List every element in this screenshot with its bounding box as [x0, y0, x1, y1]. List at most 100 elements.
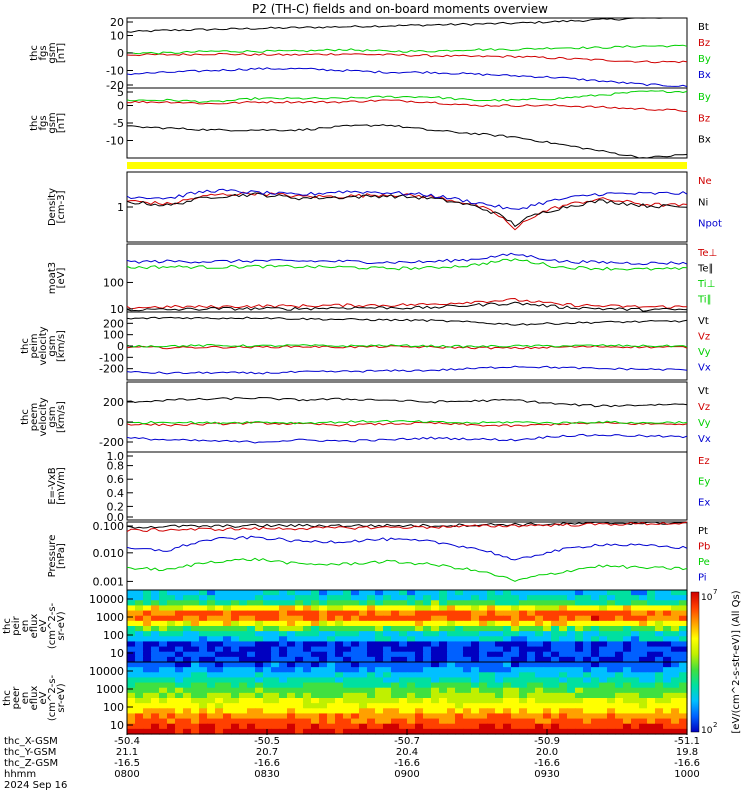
heatmap-cell [311, 713, 320, 720]
heatmap-cell [175, 636, 184, 643]
heatmap-cell [279, 692, 288, 699]
heatmap-cell [607, 677, 616, 684]
heatmap-cell [311, 687, 320, 694]
heatmap-cell [183, 590, 192, 596]
heatmap-cell [279, 631, 288, 637]
heatmap-cell [255, 590, 264, 596]
heatmap-cell [439, 662, 448, 668]
heatmap-cell [311, 656, 320, 663]
heatmap-cell [423, 728, 432, 735]
heatmap-cell [647, 713, 656, 720]
heatmap-cell [375, 631, 384, 637]
heatmap-cell [607, 631, 616, 637]
heatmap-cell [487, 692, 496, 699]
heatmap-cell [463, 682, 472, 689]
heatmap-cell [631, 595, 640, 601]
heatmap-cell [383, 656, 392, 663]
heatmap-cell [191, 646, 200, 653]
heatmap-cell [287, 641, 296, 648]
heatmap-cell [391, 667, 400, 673]
heatmap-cell [663, 687, 672, 694]
heatmap-cell [295, 708, 304, 715]
heatmap-cell [639, 646, 648, 653]
heatmap-cell [559, 713, 568, 720]
heatmap-cell [543, 615, 552, 622]
heatmap-cell [615, 698, 624, 704]
heatmap-cell [383, 595, 392, 601]
heatmap-cell [663, 708, 672, 715]
heatmap-cell [223, 656, 232, 663]
series-line-Bt [126, 17, 687, 33]
heatmap-cell [495, 687, 504, 694]
heatmap-cell [631, 677, 640, 684]
heatmap-cell [391, 672, 400, 679]
heatmap-cell [255, 723, 264, 730]
series-line-Vy [126, 419, 688, 425]
heatmap-cell [599, 646, 608, 653]
heatmap-cell [359, 672, 368, 679]
heatmap-cell [255, 662, 264, 668]
heatmap-cell [431, 636, 440, 643]
heatmap-cell [663, 667, 672, 673]
heatmap-cell [551, 605, 560, 612]
heatmap-cell [583, 590, 592, 596]
heatmap-cell [391, 662, 400, 668]
heatmap-cell [215, 728, 224, 735]
heatmap-cell [319, 590, 328, 596]
y-tick-label: -5 [113, 117, 124, 130]
heatmap-cell [519, 703, 528, 709]
heatmap-cell [543, 656, 552, 663]
heatmap-cell [127, 626, 136, 632]
heatmap-cell [487, 626, 496, 632]
heatmap-cell [167, 667, 176, 673]
heatmap-cell [471, 631, 480, 637]
heatmap-cell [575, 692, 584, 699]
heatmap-cell [511, 728, 520, 735]
heatmap-cell [159, 595, 168, 601]
heatmap-cell [175, 620, 184, 627]
heatmap-cell [351, 703, 360, 709]
heatmap-cell [199, 677, 208, 684]
heatmap-cell [327, 641, 336, 648]
heatmap-cell [663, 713, 672, 720]
heatmap-cell [239, 600, 248, 607]
heatmap-cell [207, 641, 216, 648]
heatmap-cell [575, 595, 584, 601]
heatmap-cell [447, 641, 456, 648]
heatmap-cell [135, 718, 144, 725]
heatmap-cell [607, 651, 616, 658]
heatmap-cell [223, 636, 232, 643]
y-tick-label: 10 [110, 30, 124, 43]
heatmap-cell [583, 636, 592, 643]
heatmap-cell [639, 713, 648, 720]
heatmap-cell [223, 667, 232, 673]
heatmap-cell [207, 703, 216, 709]
heatmap-cell [255, 667, 264, 673]
heatmap-cell [607, 590, 616, 596]
heatmap-cell [319, 708, 328, 715]
heatmap-cell [231, 662, 240, 668]
y-axis-label-line: thc [2, 690, 13, 706]
heatmap-cell [391, 590, 400, 596]
heatmap-cell [655, 723, 664, 730]
y-axis-label-line: [km/s] [56, 330, 67, 362]
heatmap-cell [127, 641, 136, 648]
heatmap-cell [255, 682, 264, 689]
heatmap-cell [359, 620, 368, 627]
heatmap-cell [623, 636, 632, 643]
heatmap-cell [535, 631, 544, 637]
y-axis-label-line: sr-eV) [56, 611, 67, 640]
heatmap-cell [231, 656, 240, 663]
heatmap-cell [615, 600, 624, 607]
heatmap-cell [623, 718, 632, 725]
heatmap-cell [311, 698, 320, 704]
y-tick-label: 5 [117, 86, 124, 99]
heatmap-cell [351, 605, 360, 612]
heatmap-cell [439, 626, 448, 632]
heatmap-cell [255, 610, 264, 617]
heatmap-cell [327, 703, 336, 709]
heatmap-cell [631, 723, 640, 730]
heatmap-cell [167, 708, 176, 715]
heatmap-cell [343, 692, 352, 699]
